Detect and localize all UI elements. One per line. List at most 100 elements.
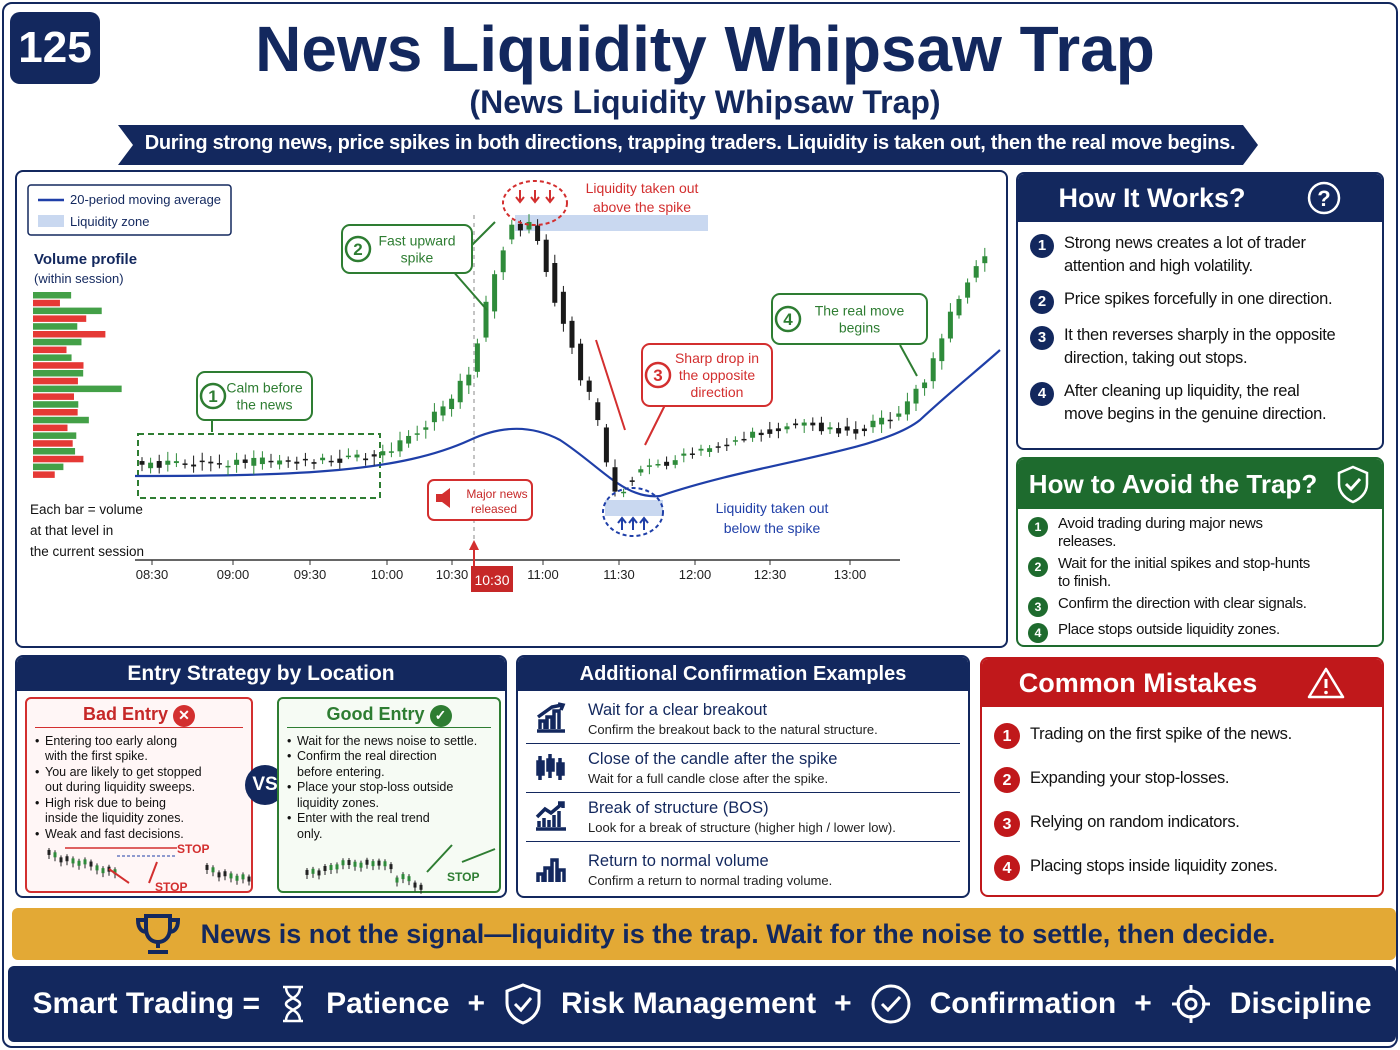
how-header: How It Works? ? (1018, 174, 1382, 222)
quote: News is not the signal—liquidity is the … (200, 918, 1276, 949)
spike-circle (502, 180, 568, 226)
legend-label: Liquidity zone (70, 214, 150, 229)
candle (930, 358, 936, 382)
stop-label: STOP (447, 870, 479, 884)
confirm-text: Return to normal volume Confirm a return … (588, 852, 832, 888)
volume-bar (33, 409, 78, 416)
step-number: 3 (653, 366, 662, 385)
confirm-list: Wait for a clear breakout Confirm the bre… (518, 691, 968, 896)
list-item: 4 Place stops outside liquidity zones. (1028, 621, 1374, 643)
bullet-line: Wait for the news noise to settle. (297, 733, 478, 748)
mini-candle (71, 858, 75, 864)
mini-candle (377, 860, 381, 866)
candle (853, 429, 859, 434)
volume-bar (33, 370, 84, 377)
mini-candle (317, 870, 321, 876)
list-item: 4 Placing stops inside liquidity zones. (994, 853, 1372, 881)
item-line: move begins in the genuine direction. (1064, 405, 1327, 423)
item-line: Price spikes forcefully in one direction… (1064, 290, 1333, 308)
candle (431, 411, 437, 423)
drop-arrow (644, 404, 666, 446)
candle (535, 225, 541, 242)
mini-candle (211, 867, 215, 873)
formula-lead: Smart Trading = (32, 987, 261, 1020)
step-label: direction (691, 384, 744, 400)
mini-candle (95, 865, 99, 871)
candle (750, 431, 756, 438)
bullet-line: Weak and fast decisions. (45, 826, 184, 841)
bad-header: Bad Entry ✕ (35, 699, 243, 728)
confirm-item: Break of structure (BOS) Look for a break… (526, 793, 960, 842)
mini-candle (395, 877, 399, 883)
bad-list: • Entering too early along with the first … (27, 728, 251, 843)
confirm-icon (535, 801, 566, 831)
step-label: spike (401, 250, 434, 266)
candle (552, 263, 558, 303)
item-text: After cleaning up liquidity, the real mov… (1064, 380, 1327, 426)
mistakes-title: Common Mistakes (1018, 667, 1258, 698)
arrow-head (469, 540, 479, 550)
bullet-line: High risk due to being (45, 795, 166, 810)
candle (199, 460, 205, 463)
mini-candle (59, 857, 63, 863)
item-text: Relying on random indicators. (1030, 809, 1240, 835)
candle (870, 420, 876, 428)
formula-term: Risk Management (561, 987, 817, 1020)
volume-bar (33, 362, 84, 369)
volume-bar (33, 424, 68, 432)
news-label: Major news (466, 487, 527, 501)
number-badge: 2 (994, 767, 1020, 793)
svg-text:?: ? (1317, 186, 1330, 211)
item-line: After cleaning up liquidity, the real (1064, 382, 1300, 400)
candle (543, 239, 549, 273)
mini-candle (413, 882, 417, 888)
candle (973, 266, 979, 278)
subtitle: (News Liquidity Whipsaw Trap) (469, 84, 941, 120)
confirm-icon (536, 702, 566, 733)
step-label: The real move (815, 303, 905, 319)
warning-icon (1308, 667, 1345, 699)
volume-subtitle: (within session) (34, 271, 124, 286)
candle (922, 382, 928, 389)
mini-candle (389, 864, 393, 870)
candle (500, 250, 506, 273)
confirm-title: Close of the candle after the spike (588, 750, 838, 768)
candle (483, 301, 489, 338)
candle (775, 428, 781, 432)
list-item: 3 Relying on random indicators. (994, 809, 1372, 837)
confirm-item: Return to normal volume Confirm a return … (526, 842, 960, 896)
candle (277, 460, 283, 465)
bullet-dot: • (287, 780, 292, 794)
mini-candle (89, 861, 93, 867)
mini-arrow (426, 844, 496, 873)
liquidity-zone (605, 500, 663, 516)
step-box (771, 293, 928, 345)
candle (810, 422, 816, 426)
candle (672, 460, 678, 465)
step-label: Fast upward (378, 233, 455, 249)
mini-candle (323, 865, 327, 871)
candle (268, 460, 274, 463)
candle (801, 422, 807, 426)
number-badge: 3 (1030, 326, 1054, 350)
title: News Liquidity Whipsaw Trap (255, 13, 1155, 85)
mistakes-panel: Common Mistakes 1 Trading on the first sp… (980, 657, 1384, 897)
bullet-line: with the first spike. (45, 749, 148, 763)
confirm-item: Close of the candle after the spike Wait … (526, 744, 960, 793)
icon-path (535, 801, 566, 831)
candle (947, 311, 953, 339)
x-icon: ✕ (173, 704, 196, 727)
item-line: attention and high volatility. (1064, 257, 1253, 275)
good-title: Good Entry (326, 704, 425, 724)
step-label: the opposite (679, 367, 755, 383)
confirm-icon (536, 858, 566, 882)
candle (320, 457, 326, 461)
volume-bar (33, 292, 72, 299)
candle (707, 448, 713, 452)
time-label: 10:00 (371, 567, 404, 582)
mini-candle (329, 864, 333, 870)
list-item: 1 Trading on the first spike of the news. (994, 721, 1372, 749)
volume-bar (33, 455, 84, 463)
bullet-line: out during liquidity sweeps. (45, 780, 196, 794)
number-badge: 4 (1028, 623, 1048, 643)
